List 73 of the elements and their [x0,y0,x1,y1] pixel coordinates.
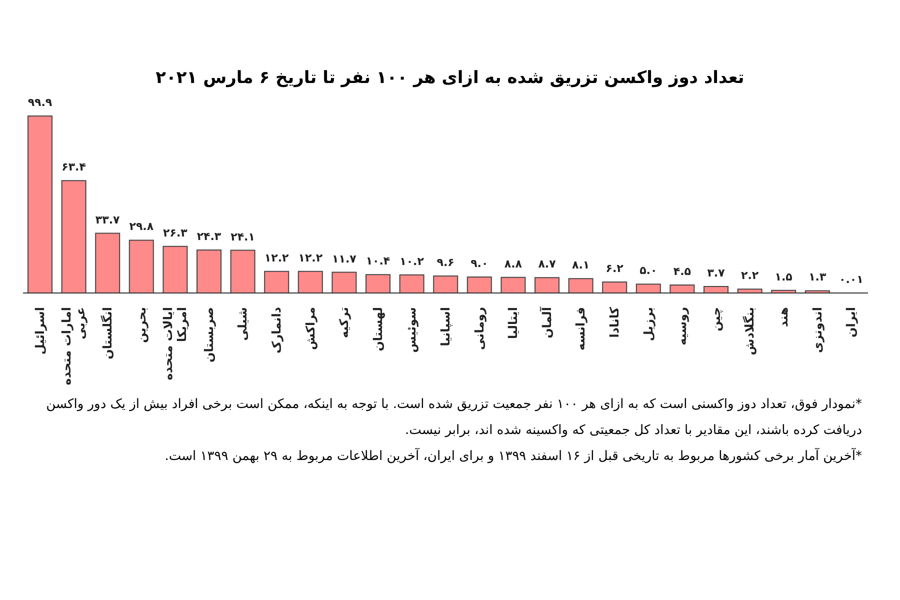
x-tick-label: شیلی [236,307,250,341]
x-tick-label: هند [776,307,790,328]
data-label: ۲.۲ [740,269,759,282]
data-label: ۸.۱ [572,258,590,272]
bar [534,277,560,294]
data-label: ۹۹.۹ [28,96,52,109]
data-label: ۱۲.۲ [298,251,323,264]
text: *نمودار فوق، تعداد دوز واکسنی است که به ازای هر ۱۰۰ نفر جمعیت تزریق شده است. با توجه به اینکه، ممکن است برخی افراد بیش از یک دور واکسن دریافت کرده باشند، این مقادیر با تعداد کل جمعیتی که واکسینه شده اند، برابر نیست. [45,396,862,440]
data-label: ۱.۵ [774,270,793,284]
x-tick-label: کانادا [608,306,622,338]
data-label: ۱۲.۲ [264,251,290,264]
bar [500,276,526,294]
x-tick-label: ایتالیا [506,307,520,339]
data-label: ۶.۲ [606,262,624,276]
data-label: ۱۰.۴ [366,254,390,268]
data-label: ۴.۵ [673,265,692,278]
data-label: ۳۳.۷ [95,213,120,226]
bar [298,270,323,294]
data-label: ۱۰.۲ [400,254,424,268]
x-tick-label: دانمارک [270,307,284,354]
bar [264,270,290,294]
data-label: ۲۹.۸ [129,220,154,234]
data-label: ۶۳.۴ [62,160,86,174]
bar [230,250,256,294]
x-tick-label: برزیل [641,307,656,342]
bar [433,275,458,294]
bar [196,249,222,294]
data-label: ۲۴.۱ [230,230,255,244]
data-label: ۵.۰ [640,264,658,278]
data-label: ۰.۰۱ [839,272,864,286]
data-label: ۲۶.۳ [163,226,188,240]
bar [670,284,695,294]
x-tick-label: چین [708,307,723,332]
data-label: ۳.۷ [707,266,726,280]
x-tick-label: ترکیه [337,307,352,338]
x-tick-label: اسپانیا [438,307,452,346]
data-label: ۸.۸ [504,257,522,270]
bar [128,240,154,294]
bar [399,274,424,294]
x-tick-label: امارات متحده عربی [60,307,88,386]
x-tick-label: ایالات متحده امریکا [161,307,190,380]
data-label: ۲۴.۳ [196,230,222,243]
bar [28,116,52,294]
bar [466,276,492,294]
x-tick-label: سوئیس [404,307,419,353]
x-tick-label: فرانسه [574,307,588,350]
bar [636,284,661,294]
bar [366,274,390,294]
data-label: ۹.۰ [470,257,488,270]
x-tick-label: اسرائیل [32,307,47,355]
x-tick-label: اندونزی [810,307,824,353]
x-tick-label: مراکش [303,307,318,350]
x-tick-label: بحرین [134,307,148,343]
x-tick-label: روسیه [675,306,690,346]
x-tick-label: انگلستان [100,307,114,360]
x-tick-label: ایران [844,307,858,338]
x-tick-label: لهستان [370,307,385,352]
x-tick-label: صربستان [202,307,216,362]
data-label: ۱.۳ [808,270,826,284]
bar [568,278,594,294]
bar [602,282,628,294]
x-tick-label: آلمان [538,306,554,338]
x-tick-label: رومانی [472,306,486,350]
text: *آخرین آمار برخی کشورها مربوط به تاریخی قبل از ۱۶ اسفند ۱۳۹۹ و برای ایران، آخرین اطلاعات مربوط به ۲۹ بهمن ۱۳۹۹ است. [164,446,862,466]
data-label: ۸.۷ [538,258,556,271]
bar [95,232,120,294]
chart-title: تعداد دوز واکسن تزریق شده به ازای هر ۱۰۰ نفر تا تاریخ ۶ مارس ۲۰۲۱ [154,67,746,88]
bar [61,180,86,294]
bar [162,246,188,294]
data-label: ۱۱.۷ [332,252,357,266]
x-tick-label: بنگلادش [742,307,757,356]
data-label: ۹.۶ [436,256,454,269]
bar [332,272,357,294]
